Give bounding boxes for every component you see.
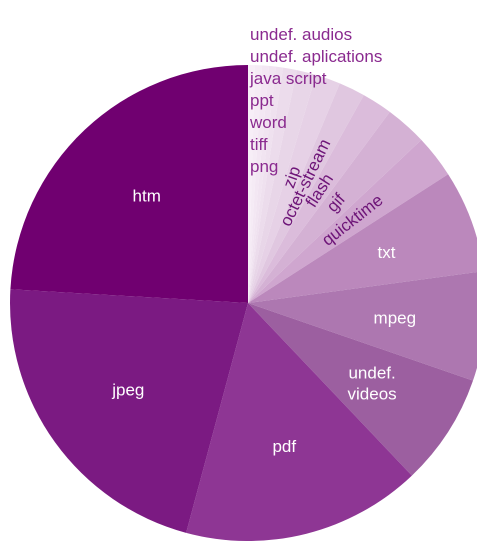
slice-label-word: word [249, 113, 287, 132]
pie-slice-undef-aplications [248, 67, 297, 304]
pie-slice-zip [248, 74, 340, 303]
pie-slice-png [248, 65, 256, 303]
pie-slice-mpeg [248, 272, 477, 381]
pie-slice-octet-stream [248, 83, 364, 303]
pie-slices [9, 65, 477, 541]
slice-label-undef-aplications: undef. aplications [250, 47, 382, 66]
pie-slice-tiff [248, 65, 263, 303]
pie-slice-jpeg [9, 289, 249, 533]
slice-label-jpeg: jpeg [111, 380, 144, 399]
pie-slice-java-script [248, 66, 284, 303]
slice-label-ppt: ppt [250, 91, 274, 110]
slice-label-pdf: pdf [272, 437, 296, 456]
slice-label-undef-videos: undef. videos [348, 363, 397, 403]
pie-slice-pdf [186, 303, 412, 541]
slice-label-undef-audios: undef. audios [250, 25, 352, 44]
slice-label-java-script: java script [249, 69, 327, 88]
pie-slice-ppt [248, 65, 277, 303]
slice-label-htm: htm [133, 187, 161, 206]
slice-label-png: png [250, 157, 278, 176]
slice-label-txt: txt [378, 243, 396, 262]
slice-label-mpeg: mpeg [374, 309, 417, 328]
pie-slice-htm [10, 65, 248, 303]
pie-slice-quicktime [248, 139, 449, 303]
pie-slice-undef-videos [248, 303, 473, 476]
pie-slice-flash [248, 95, 390, 303]
pie-slice-word [248, 65, 270, 303]
pie-slice-undef-audios [248, 70, 316, 303]
pie-slice-txt [248, 174, 477, 303]
pie-slice-gif [248, 111, 422, 303]
slice-label-tiff: tiff [250, 135, 268, 154]
